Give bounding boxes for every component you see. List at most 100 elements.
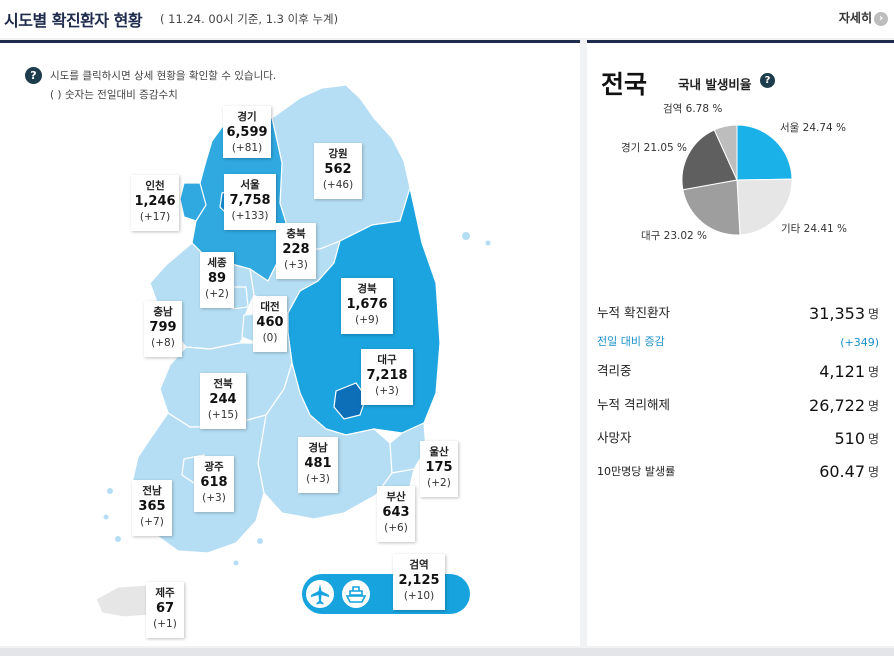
pie-label-other: 기타 24.41 % — [781, 223, 848, 235]
region-name: 충남 — [153, 306, 173, 318]
stat-released: 누적 격리해제 26,722 명 — [597, 395, 879, 415]
rate-title: 국내 발생비율 — [678, 77, 752, 92]
national-title: 전국 — [601, 70, 648, 99]
stat-value: 26,722 — [809, 396, 865, 415]
region-label-jeju[interactable]: 제주 67 (+1) — [146, 582, 184, 638]
region-name: 검역 — [409, 559, 429, 571]
region-name: 제주 — [155, 587, 175, 599]
chevron-right-icon: › — [874, 11, 888, 26]
stat-label: 누적 격리해제 — [597, 397, 670, 412]
region-change: (+133) — [231, 210, 269, 222]
region-label-chungbuk[interactable]: 충북 228 (+3) — [276, 223, 316, 279]
stat-value: 31,353 — [809, 304, 865, 323]
region-name: 강원 — [328, 148, 348, 160]
stat-value: 510 — [834, 429, 865, 448]
more-button[interactable]: 자세히 › — [839, 9, 888, 26]
stat-label: 전일 대비 증감 — [597, 335, 665, 348]
region-name: 전북 — [213, 378, 233, 390]
page-subtitle: ( 11.24. 00시 기준, 1.3 이후 누계) — [160, 12, 339, 26]
region-label-gangwon[interactable]: 강원 562 (+46) — [314, 143, 362, 199]
region-value: 481 — [304, 456, 332, 471]
region-value: 1,676 — [346, 297, 388, 312]
region-label-jeonnam[interactable]: 전남 365 (+7) — [132, 480, 172, 536]
pie-label-seoul: 서울 24.74 % — [780, 122, 847, 134]
region-value: 175 — [425, 460, 453, 475]
region-label-sejong[interactable]: 세종 89 (+2) — [200, 252, 234, 308]
region-change: (+3) — [375, 385, 399, 397]
region-name: 부산 — [386, 491, 406, 503]
region-label-jeonbuk[interactable]: 전북 244 (+15) — [200, 373, 246, 429]
stat-value: 60.47 — [819, 462, 865, 481]
region-change: (+2) — [427, 477, 451, 489]
region-label-daejeon[interactable]: 대전 460 (0) — [253, 296, 287, 352]
stat-daily-change: 전일 대비 증감 (+349) — [597, 331, 879, 351]
map-help-note: ( ) 숫자는 전일대비 증감수치 — [50, 89, 178, 101]
pie-label-daegu: 대구 23.02 % — [641, 230, 708, 242]
region-value: 228 — [282, 242, 310, 257]
region-change: (+9) — [355, 314, 379, 326]
region-label-ulsan[interactable]: 울산 175 (+2) — [420, 441, 458, 497]
pie-slice-3 — [682, 179, 741, 236]
occurrence-pie-chart — [681, 124, 793, 236]
stat-deaths: 사망자 510 명 — [597, 428, 879, 448]
region-shape-daegu[interactable] — [333, 382, 367, 420]
region-name: 충북 — [286, 228, 306, 240]
region-value: 1,246 — [134, 194, 176, 209]
stat-label: 10만명당 발생률 — [597, 465, 676, 478]
region-change: (0) — [262, 332, 278, 344]
map-help-text: 시도를 클릭하시면 상세 현황을 확인할 수 있습니다. — [50, 70, 277, 82]
region-shape-incheon[interactable] — [179, 182, 207, 222]
region-name: 경남 — [308, 442, 328, 454]
question-icon: ? — [25, 67, 42, 84]
pie-slice-2 — [736, 178, 793, 236]
region-label-quarantine[interactable]: 검역 2,125 (+10) — [393, 554, 445, 610]
stat-unit: 명 — [867, 465, 879, 479]
pie-slice-4 — [681, 129, 738, 191]
island-dots — [103, 232, 491, 566]
ship-icon — [340, 578, 372, 610]
region-label-seoul[interactable]: 서울 7,758 (+133) — [224, 174, 276, 230]
region-name: 경기 — [237, 111, 257, 123]
region-change: (+46) — [322, 179, 354, 191]
stat-value: 4,121 — [819, 362, 865, 381]
stat-incidence-rate: 10만명당 발생률 60.47 명 — [597, 461, 879, 481]
region-label-busan[interactable]: 부산 643 (+6) — [377, 486, 415, 542]
pie-slice-1 — [736, 124, 793, 181]
national-panel: 전국 국내 발생비율 ? 서울 24.74 % 기타 24.41 % 대구 23… — [587, 40, 894, 646]
region-name: 세종 — [207, 257, 227, 269]
pie-label-gyeonggi: 경기 21.05 % — [621, 142, 688, 154]
stat-label: 사망자 — [597, 430, 632, 445]
bottom-bar — [0, 648, 894, 656]
question-icon[interactable]: ? — [760, 73, 775, 88]
region-label-incheon[interactable]: 인천 1,246 (+17) — [131, 175, 179, 231]
pie-slice-5 — [713, 124, 738, 181]
stat-value: (+349) — [840, 336, 879, 349]
region-name: 울산 — [429, 446, 449, 458]
region-value: 2,125 — [398, 573, 440, 588]
stat-unit: 명 — [867, 432, 879, 446]
region-name: 대전 — [260, 301, 280, 313]
stat-total-confirmed: 누적 확진환자 31,353 명 — [597, 303, 879, 323]
region-change: (+81) — [231, 142, 263, 154]
region-change: (+2) — [205, 288, 229, 300]
region-label-chungnam[interactable]: 충남 799 (+8) — [144, 301, 182, 357]
region-change: (+3) — [306, 473, 330, 485]
region-label-daegu[interactable]: 대구 7,218 (+3) — [361, 349, 413, 405]
region-label-gyeongnam[interactable]: 경남 481 (+3) — [298, 437, 338, 493]
region-label-gwangju[interactable]: 광주 618 (+3) — [194, 456, 234, 512]
region-label-gyeongbuk[interactable]: 경북 1,676 (+9) — [341, 278, 393, 334]
region-change: (+8) — [151, 337, 175, 349]
pie-label-quarantine: 검역 6.78 % — [663, 103, 723, 115]
region-value: 7,758 — [229, 193, 271, 208]
region-change: (+3) — [284, 259, 308, 271]
more-label: 자세히 — [838, 11, 872, 25]
region-name: 전남 — [142, 485, 162, 497]
region-value: 562 — [324, 162, 352, 177]
region-value: 618 — [200, 475, 228, 490]
region-change: (+17) — [139, 211, 171, 223]
region-name: 경북 — [357, 283, 377, 295]
region-value: 7,218 — [366, 368, 408, 383]
region-value: 67 — [155, 601, 175, 616]
region-value: 799 — [149, 320, 177, 335]
region-label-gyeonggi[interactable]: 경기 6,599 (+81) — [223, 106, 271, 158]
